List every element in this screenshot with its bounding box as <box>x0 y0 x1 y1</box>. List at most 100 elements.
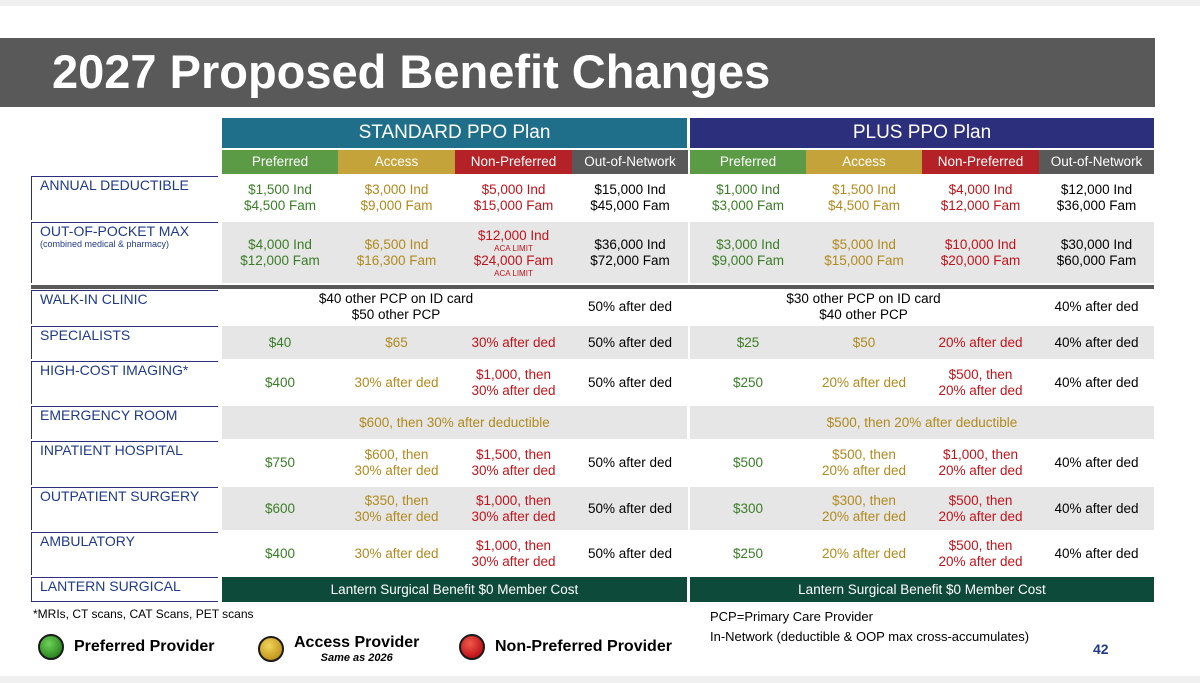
lantern-standard: Lantern Surgical Benefit $0 Member Cost <box>222 577 687 602</box>
er-standard: $600, then 30% after deductible <box>222 406 687 439</box>
cell-text: 30% after ded <box>471 553 556 569</box>
cell-text: $36,000 Fam <box>1056 198 1137 213</box>
walkin-standard-in-network: $40 other PCP on ID card $50 other PCP <box>222 290 570 324</box>
cell-text: $16,300 Fam <box>356 252 437 268</box>
deductible-plus-access: $1,500 Ind $4,500 Fam <box>806 176 922 220</box>
outpatient-standard-non-preferred: $1,000, then 30% after ded <box>455 487 572 530</box>
note-in-network: In-Network (deductible & OOP max cross-a… <box>710 629 1030 644</box>
cell-text: $65 <box>385 334 408 350</box>
cell-text: $15,000 Ind <box>594 182 666 197</box>
cell-text: PLUS PPO Plan <box>852 122 992 143</box>
oop-standard-preferred: $4,000 Ind $12,000 Fam <box>222 222 338 283</box>
row-label-outpatient: OUTPATIENT SURGERY <box>31 487 218 530</box>
cell-text: $500, then <box>948 492 1013 508</box>
cell-text: WALK-IN CLINIC <box>40 291 148 307</box>
cell-text: 20% after ded <box>821 374 907 390</box>
cell-text: $30,000 Ind <box>1060 236 1133 252</box>
cell-text: OUT-OF-POCKET MAX <box>40 223 190 239</box>
specialists-plus-preferred: $25 <box>690 326 806 359</box>
imaging-plus-out-of-network: 40% after ded <box>1039 361 1154 404</box>
cell-text: 50% after ded <box>587 545 673 561</box>
cell-text: 20% after ded <box>938 334 1023 350</box>
cell-text: $12,000 Ind <box>477 227 550 243</box>
cell-text: 50% after ded <box>587 455 673 470</box>
row-label-walkin: WALK-IN CLINIC <box>31 290 218 324</box>
tier-header-standard-preferred: Preferred <box>222 150 338 174</box>
cell-text: $4,500 Fam <box>243 198 317 213</box>
cell-text: $250 <box>732 374 764 390</box>
cell-text: $400 <box>264 545 296 561</box>
cell-text: $10,000 Ind <box>944 236 1017 252</box>
tier-header-plus-preferred: Preferred <box>690 150 806 174</box>
cell-text: $36,000 Ind <box>594 236 666 252</box>
specialists-standard-preferred: $40 <box>222 326 338 359</box>
ambulatory-standard-access: 30% after ded <box>338 532 455 575</box>
outpatient-plus-non-preferred: $500, then 20% after ded <box>922 487 1039 530</box>
cell-text: $3,000 Fam <box>711 198 785 213</box>
gold-circle-icon <box>258 636 284 662</box>
cell-text: $1,000, then <box>475 492 552 508</box>
walkin-plus-in-network: $30 other PCP on ID card $40 other PCP <box>690 290 1037 324</box>
ambulatory-plus-access: 20% after ded <box>806 532 922 575</box>
plus-plan-header: PLUS PPO Plan <box>690 118 1154 148</box>
cell-text: EMERGENCY ROOM <box>40 407 178 423</box>
inpatient-standard-access: $600, then 30% after ded <box>338 441 455 485</box>
outpatient-standard-out-of-network: 50% after ded <box>572 487 688 530</box>
cell-text: $5,000 Ind <box>481 182 546 197</box>
cell-text: 50% after ded <box>587 500 673 516</box>
cell-text: LANTERN SURGICAL <box>40 578 181 594</box>
cell-text: $750 <box>264 455 296 470</box>
legend-label: Non-Preferred Provider <box>495 638 672 655</box>
cell-text: 40% after ded <box>1054 545 1139 561</box>
specialists-plus-out-of-network: 40% after ded <box>1039 326 1154 359</box>
legend-label: Access Provider <box>294 634 420 651</box>
footnote: *MRIs, CT scans, CAT Scans, PET scans <box>33 607 254 621</box>
ambulatory-plus-out-of-network: 40% after ded <box>1039 532 1154 575</box>
row-label-lantern: LANTERN SURGICAL <box>31 577 218 602</box>
cell-text: Access <box>842 154 886 169</box>
cell-text: $45,000 Fam <box>590 198 670 213</box>
cell-text: $4,000 Ind <box>948 182 1013 197</box>
cell-text: $40 other PCP on ID card <box>318 291 474 306</box>
row-label-imaging: HIGH-COST IMAGING* <box>31 361 218 404</box>
imaging-standard-out-of-network: 50% after ded <box>572 361 688 404</box>
legend-non-preferred: Non-Preferred Provider <box>459 634 672 660</box>
cell-text: $30 other PCP on ID card <box>786 291 941 306</box>
oop-standard-access: $6,500 Ind $16,300 Fam <box>338 222 455 283</box>
cell-text: INPATIENT HOSPITAL <box>40 442 183 458</box>
cell-text: $12,000 Ind <box>1060 182 1133 197</box>
row-label-oop: OUT-OF-POCKET MAX (combined medical & pha… <box>31 222 218 283</box>
cell-text: $500 <box>732 455 764 470</box>
cell-text: $600, then <box>364 447 429 462</box>
deductible-plus-non-preferred: $4,000 Ind $12,000 Fam <box>922 176 1039 220</box>
legend-sublabel: Same as 2026 <box>320 652 393 664</box>
cell-text: $15,000 Fam <box>473 198 554 213</box>
oop-plus-non-preferred: $10,000 Ind $20,000 Fam <box>922 222 1039 283</box>
cell-text: OUTPATIENT SURGERY <box>40 488 200 504</box>
page-title: 2027 Proposed Benefit Changes <box>52 45 771 98</box>
note-pcp: PCP=Primary Care Provider <box>710 609 873 624</box>
ambulatory-standard-out-of-network: 50% after ded <box>572 532 688 575</box>
tier-header-standard-out-of-network: Out-of-Network <box>572 150 688 174</box>
cell-text: $4,500 Fam <box>827 198 901 213</box>
bottom-stripe <box>0 676 1200 683</box>
cell-text: $500, then <box>948 537 1013 553</box>
row-label-specialists: SPECIALISTS <box>31 326 218 359</box>
cell-text: $1,500 Ind <box>832 182 896 197</box>
cell-text: 30% after ded <box>354 545 439 561</box>
inpatient-plus-preferred: $500 <box>690 441 806 485</box>
cell-text: 20% after ded <box>938 382 1023 398</box>
ambulatory-plus-preferred: $250 <box>690 532 806 575</box>
legend-preferred: Preferred Provider <box>38 634 215 660</box>
cell-text: 50% after ded <box>587 374 673 390</box>
green-circle-icon <box>38 634 64 660</box>
cell-text: Preferred <box>251 154 309 169</box>
specialists-standard-non-preferred: 30% after ded <box>455 326 572 359</box>
cell-text: $5,000 Ind <box>832 236 896 252</box>
cell-text: $1,500, then <box>475 447 552 462</box>
deductible-standard-non-preferred: $5,000 Ind $15,000 Fam <box>455 176 572 220</box>
er-plus: $500, then 20% after deductible <box>690 406 1154 439</box>
cell-text: ACA LIMIT <box>494 268 533 278</box>
cell-text: 40% after ded <box>1054 455 1139 470</box>
cell-text: 40% after ded <box>1054 500 1139 516</box>
